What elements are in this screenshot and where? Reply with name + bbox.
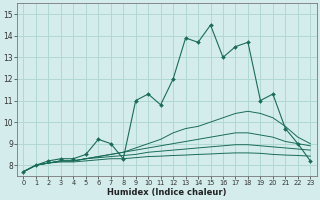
- X-axis label: Humidex (Indice chaleur): Humidex (Indice chaleur): [107, 188, 227, 197]
